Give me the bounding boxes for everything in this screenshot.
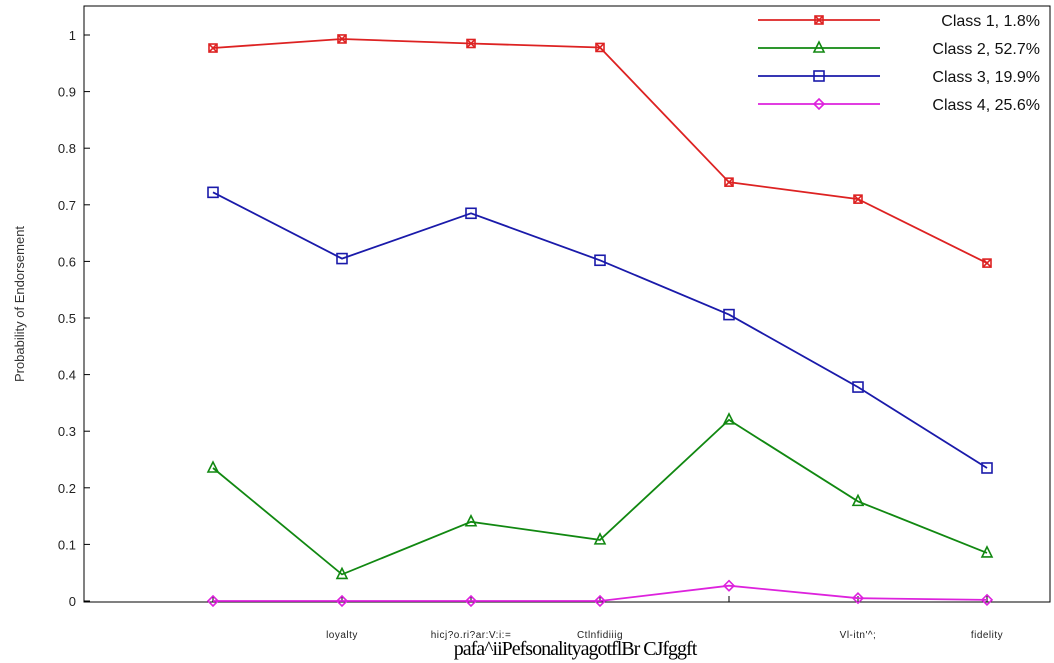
x-tick-label: Vl-itn'^; xyxy=(840,630,877,641)
x-axis: loyalty hicj?o.ri?ar:V:i:= Ctlnfidiiig Vl-i… xyxy=(212,596,1003,641)
y-tick-label: 0.9 xyxy=(58,85,76,100)
x-tick-label: hicj?o.ri?ar:V:i:= xyxy=(431,630,512,641)
data-point xyxy=(981,462,993,474)
data-point xyxy=(594,254,606,267)
data-point xyxy=(208,43,218,53)
data-point xyxy=(206,460,220,473)
data-point xyxy=(466,38,476,49)
legend: Class 1, 1.8% Class 2, 52.7% Class 3, 19.9… xyxy=(758,13,1040,114)
legend-entry: Class 4, 25.6% xyxy=(758,97,1040,114)
legend-label: Class 3, 19.9% xyxy=(932,69,1040,86)
series-line xyxy=(212,191,988,469)
legend-label: Class 4, 25.6% xyxy=(932,97,1040,114)
data-point xyxy=(722,412,736,425)
plot-frame xyxy=(83,5,1051,603)
data-point xyxy=(851,493,865,507)
data-point xyxy=(851,592,865,605)
data-point xyxy=(982,258,992,268)
data-point xyxy=(336,252,348,265)
series-line xyxy=(213,584,988,602)
series-3 xyxy=(207,186,993,474)
legend-entry: Class 3, 19.9% xyxy=(758,69,1040,86)
data-point xyxy=(722,579,736,592)
y-tick-label: 0.6 xyxy=(58,254,76,269)
x-axis-label: pafa^iiPefsonalityagotflBr CJfggft xyxy=(454,638,698,660)
data-point xyxy=(724,177,734,187)
data-point xyxy=(206,594,220,608)
y-tick-label: 0.5 xyxy=(58,311,76,326)
data-point xyxy=(980,545,994,558)
data-point xyxy=(593,594,607,608)
legend-entry: Class 2, 52.7% xyxy=(758,40,1040,58)
legend-entry: Class 1, 1.8% xyxy=(758,13,1040,30)
data-point xyxy=(335,594,349,608)
legend-marker xyxy=(812,40,826,53)
x-tick-label: loyalty xyxy=(326,630,358,641)
data-point xyxy=(337,34,347,44)
data-point xyxy=(853,194,863,204)
data-point xyxy=(335,566,349,580)
legend-marker xyxy=(813,70,825,82)
data-point xyxy=(464,594,478,608)
data-point xyxy=(852,381,864,393)
data-point xyxy=(464,513,478,527)
series-line xyxy=(212,418,988,576)
y-tick-label: 0.3 xyxy=(58,424,76,439)
y-tick-label: 1 xyxy=(69,28,76,43)
y-tick-label: 0 xyxy=(69,594,76,609)
y-tick-label: 0.4 xyxy=(58,368,76,383)
data-point xyxy=(465,207,477,220)
series-2 xyxy=(206,412,994,580)
data-point xyxy=(593,532,607,545)
x-tick-label: Ctlnfidiiig xyxy=(577,630,623,641)
y-axis: 0 0.1 0.2 0.3 0.4 0.5 0.6 0.7 0.8 0.9 1 xyxy=(58,28,90,609)
y-tick-label: 0.2 xyxy=(58,481,76,496)
data-point xyxy=(723,308,735,321)
y-axis-label: Probability of Endorsement xyxy=(12,226,27,382)
y-tick-label: 0.8 xyxy=(58,141,76,156)
legend-label: Class 2, 52.7% xyxy=(932,41,1040,58)
legend-marker xyxy=(812,97,826,111)
legend-label: Class 1, 1.8% xyxy=(941,13,1040,30)
data-point xyxy=(595,42,605,53)
legend-marker xyxy=(814,15,824,25)
series-1 xyxy=(208,34,992,268)
data-point xyxy=(207,186,219,199)
series-4 xyxy=(206,579,994,608)
series-line xyxy=(212,38,988,264)
y-tick-label: 0.7 xyxy=(58,198,76,213)
y-tick-label: 0.1 xyxy=(58,537,76,552)
series-layer xyxy=(206,34,994,608)
x-tick-label: fidelity xyxy=(971,630,1003,641)
data-point xyxy=(980,593,994,606)
